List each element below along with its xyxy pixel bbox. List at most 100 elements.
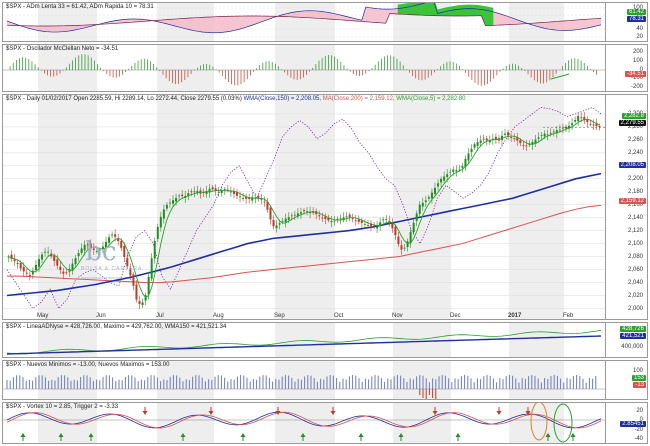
adm-slow-value-label: 61.42	[626, 9, 646, 15]
mcclellan-pane-title: $SPX - Oscilador McClellan Neto = -34.51	[6, 46, 119, 52]
buy-arrow-icon	[58, 433, 64, 437]
vortex-axis: 20 0 -20 -40 2.85451	[605, 403, 647, 443]
candle-body	[470, 148, 473, 153]
candle-body	[62, 271, 65, 274]
candle-body	[220, 190, 223, 193]
candle-body	[400, 245, 403, 250]
candle-body	[111, 234, 114, 236]
price-axis-tick: 2,240	[627, 149, 643, 156]
sell-arrow-icon	[432, 411, 438, 415]
candle-body	[114, 234, 117, 237]
adm-indicator-pane[interactable]: $SPX - ADm Lenta 33 = 61.42, ADm Rapida …	[2, 2, 648, 42]
month-band	[393, 95, 451, 319]
candle-body	[461, 165, 464, 168]
highs-lows-plot	[3, 361, 607, 399]
candle-body	[309, 211, 312, 214]
candle-body	[25, 272, 28, 274]
candle-body	[10, 254, 13, 259]
month-band	[275, 95, 335, 319]
candle-body	[226, 189, 229, 191]
candle-body	[293, 214, 296, 216]
price-axis-tick: 2,000	[627, 305, 643, 312]
new-highs-lows-pane[interactable]: $SPX - Nuevos Minimos = -13.00, Nuevos M…	[2, 360, 648, 400]
month-band	[157, 45, 214, 91]
axis-tick: 80	[636, 12, 643, 18]
month-band	[275, 323, 335, 357]
axis-tick: 100	[632, 58, 643, 64]
buy-arrow-icon	[240, 433, 246, 437]
price-axis-tick: 2,260	[627, 136, 643, 143]
price-axis-tick: 2,120	[627, 227, 643, 234]
candle-body	[345, 216, 348, 218]
candle-body	[501, 135, 503, 140]
sell-arrow-icon	[142, 411, 148, 415]
price-axis-tick: 2,040	[627, 279, 643, 286]
price-axis-tick: 2,060	[627, 266, 643, 273]
candle-body	[175, 197, 178, 202]
candle-body	[421, 202, 424, 207]
month-band	[509, 95, 564, 319]
price-axis-tick: 2,140	[627, 214, 643, 221]
month-band	[393, 323, 451, 357]
axis-tick: 0	[639, 417, 643, 423]
candle-body	[178, 195, 181, 197]
highs-lows-axis: 100 153 -13	[605, 361, 647, 399]
price-pane[interactable]: $SPX - Daily 01/02/2017 Open 2285.59, Hi…	[2, 94, 648, 320]
candle-body	[382, 219, 385, 221]
candle-body	[452, 169, 455, 172]
candle-body	[71, 263, 74, 271]
candle-body	[510, 137, 513, 138]
dotted-indicator-line	[6, 107, 602, 310]
candle-body	[16, 263, 19, 264]
month-label: 2017	[508, 313, 522, 319]
candle-body	[37, 259, 40, 267]
month-band	[275, 3, 335, 41]
adm-fast-value-label: 78.31	[626, 16, 646, 22]
price-ohlc-text: $SPX - Daily 01/02/2017 Open 2285.59, Hi…	[6, 96, 242, 102]
month-label: Jun	[96, 313, 106, 319]
wma150-value-label: 2,208.05	[618, 162, 646, 168]
candle-body	[549, 132, 552, 134]
logo-mark: bc	[85, 237, 117, 267]
candle-body	[34, 264, 37, 270]
candle-body	[552, 131, 555, 133]
adm-slow-line	[6, 13, 602, 27]
month-label: Feb	[563, 313, 574, 319]
candle-body	[272, 219, 275, 227]
candle-body	[41, 254, 44, 260]
candle-body	[303, 210, 305, 212]
candle-body	[534, 139, 537, 144]
candle-body	[13, 259, 16, 262]
candle-body	[59, 266, 62, 271]
candle-body	[132, 274, 135, 286]
candle-body	[516, 137, 519, 141]
candle-body	[370, 223, 373, 226]
candle-body	[580, 117, 583, 119]
price-plot	[3, 95, 607, 319]
month-label: Nov	[392, 313, 403, 319]
candle-body	[433, 187, 436, 194]
candle-body	[83, 244, 86, 251]
candle-body	[476, 142, 479, 146]
candle-body	[117, 238, 120, 242]
candle-body	[211, 187, 214, 190]
candle-body	[181, 194, 184, 197]
sell-arrow-icon	[330, 411, 336, 415]
candle-body	[287, 217, 290, 220]
candle-body	[522, 145, 525, 146]
candle-body	[467, 153, 470, 161]
candle-body	[248, 197, 251, 200]
mcclellan-oscillator-pane[interactable]: $SPX - Oscilador McClellan Neto = -34.51…	[2, 44, 648, 92]
candle-body	[190, 191, 193, 193]
candle-body	[205, 191, 208, 195]
vortex-value-label: 2.85451	[620, 421, 646, 427]
wma5-line	[8, 118, 600, 298]
adm-axis: 100 80 40 20 78.31 61.42	[605, 3, 647, 41]
ad-line-pane[interactable]: $SPX - LineaADNyse = 428,726.00, Maximo …	[2, 322, 648, 358]
candle-body	[275, 225, 278, 229]
candle-body	[513, 138, 516, 140]
candle-body	[321, 217, 324, 219]
new-lows-value-label: -13	[633, 382, 646, 388]
ad-axis: 400,000 428,726 421,521	[605, 323, 647, 357]
vortex-pane[interactable]: $SPX - Vortex 10 = 2.85, Trigger 2 = -3.…	[2, 402, 648, 444]
